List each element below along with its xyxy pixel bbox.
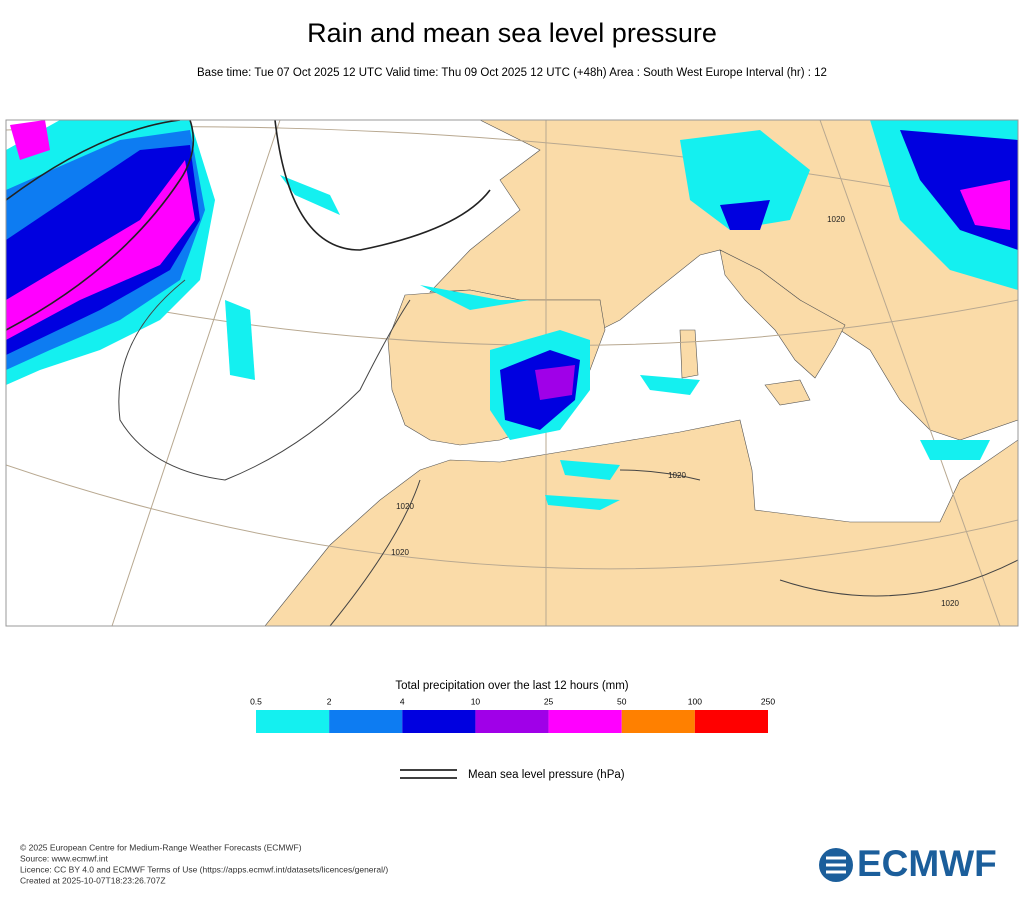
line-legend-label: Mean sea level pressure (hPa) <box>468 769 625 781</box>
map: 1020 1020 1020 1020 1020 <box>5 119 1019 627</box>
legend-level: 25 <box>544 696 554 706</box>
legend-swatch <box>329 710 403 733</box>
footer-line: Source: www.ecmwf.int <box>20 853 108 863</box>
footer-line: © 2025 European Centre for Medium-Range … <box>20 842 302 852</box>
legend-swatch <box>402 710 476 733</box>
isobar-label: 1020 <box>668 471 686 480</box>
legend-level: 50 <box>617 696 627 706</box>
title: Rain and mean sea level pressure <box>307 18 717 48</box>
footer-line: Created at 2025-10-07T18:23:26.707Z <box>20 875 166 885</box>
isobar-label: 1020 <box>391 548 409 557</box>
legend-swatch <box>621 710 695 733</box>
legend-level: 100 <box>688 696 702 706</box>
legend: Total precipitation over the last 12 hou… <box>250 680 775 781</box>
footer-line: Licence: CC BY 4.0 and ECMWF Terms of Us… <box>20 864 388 874</box>
legend-swatch <box>548 710 622 733</box>
legend-level: 250 <box>761 696 775 706</box>
legend-level: 4 <box>400 696 405 706</box>
isobar-label: 1020 <box>396 502 414 511</box>
legend-title: Total precipitation over the last 12 hou… <box>395 680 628 692</box>
isobar-label: 1020 <box>827 215 845 224</box>
legend-level: 0.5 <box>250 696 262 706</box>
footer: © 2025 European Centre for Medium-Range … <box>20 842 388 885</box>
legend-swatch <box>475 710 549 733</box>
legend-swatch <box>256 710 330 733</box>
isobar-label: 1020 <box>941 599 959 608</box>
logo-text: ECMWF <box>857 843 997 884</box>
logo: ECMWF <box>819 843 997 884</box>
legend-level: 10 <box>471 696 481 706</box>
subtitle: Base time: Tue 07 Oct 2025 12 UTC Valid … <box>197 67 827 79</box>
legend-swatch <box>694 710 768 733</box>
legend-level: 2 <box>327 696 332 706</box>
